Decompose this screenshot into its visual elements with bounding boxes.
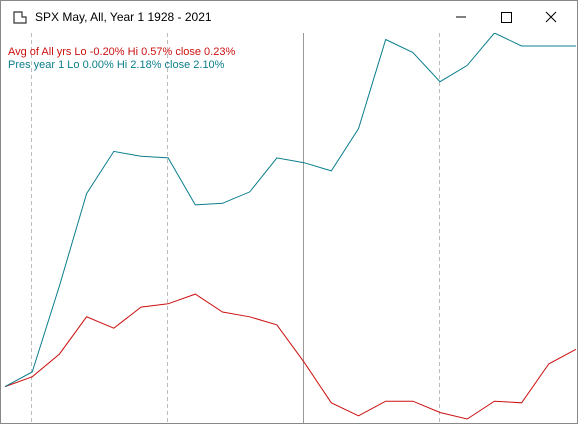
series-line [4, 293, 577, 420]
title-bar: SPX May, All, Year 1 1928 - 2021 [1, 1, 577, 33]
close-button[interactable] [545, 11, 557, 23]
app-icon [13, 11, 27, 24]
chart: Avg of All yrs Lo -0.20% Hi 0.57% close … [4, 32, 577, 423]
window-title: SPX May, All, Year 1 1928 - 2021 [35, 10, 212, 24]
maximize-button[interactable] [501, 12, 512, 23]
legend-entry: Pres year 1 Lo 0.00% Hi 2.18% close 2.10… [8, 59, 225, 71]
window-controls[interactable] [437, 1, 577, 33]
legend-entry: Avg of All yrs Lo -0.20% Hi 0.57% close … [8, 46, 235, 58]
series-line [4, 32, 576, 388]
